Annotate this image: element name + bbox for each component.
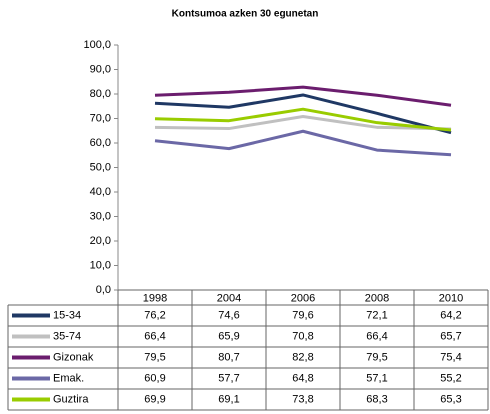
y-tick-label: 100,0 [83,39,111,51]
series-line [154,93,452,135]
y-tick-label: 40,0 [90,186,111,198]
legend-label: 15-34 [53,309,81,321]
y-tick-label: 30,0 [90,210,111,222]
data-label: 65,3 [440,393,461,405]
x-tick-label: 1998 [143,292,167,304]
x-tick-label: 2004 [217,292,241,304]
data-label: 79,6 [292,309,313,321]
y-tick-label: 60,0 [90,137,111,149]
data-label: 80,7 [218,351,239,363]
data-label: 64,8 [292,372,313,384]
chart-title: Kontsumoa azken 30 egunetan [172,9,319,20]
data-label: 69,9 [144,393,165,405]
series-line [154,129,452,157]
y-tick-label: 20,0 [90,235,111,247]
y-tick-label: 0,0 [96,284,111,296]
data-label: 82,8 [292,351,313,363]
x-tick-label: 2008 [365,292,389,304]
data-label: 74,6 [218,309,239,321]
x-tick-label: 2010 [439,292,463,304]
series-line [154,115,452,131]
series-line [154,85,452,107]
data-label: 75,4 [440,351,461,363]
x-tick-label: 2006 [291,292,315,304]
data-label: 57,7 [218,372,239,384]
data-label: 64,2 [440,309,461,321]
data-label: 65,9 [218,330,239,342]
y-tick-label: 80,0 [90,88,111,100]
data-label: 66,4 [144,330,165,342]
data-label: 79,5 [366,351,387,363]
data-label: 66,4 [366,330,387,342]
y-tick-label: 70,0 [90,112,111,124]
data-label: 60,9 [144,372,165,384]
data-label: 79,5 [144,351,165,363]
data-label: 68,3 [366,393,387,405]
legend-label: Gizonak [53,351,94,363]
legend-label: Emak. [53,372,84,384]
data-label: 70,8 [292,330,313,342]
data-label: 76,2 [144,309,165,321]
data-label: 55,2 [440,372,461,384]
data-label: 57,1 [366,372,387,384]
data-label: 72,1 [366,309,387,321]
data-label: 65,7 [440,330,461,342]
y-tick-label: 90,0 [90,63,111,75]
y-tick-label: 10,0 [90,259,111,271]
data-label: 73,8 [292,393,313,405]
y-tick-label: 50,0 [90,161,111,173]
series-line [154,107,452,132]
data-label: 69,1 [218,393,239,405]
legend-label: 35-74 [53,330,81,342]
legend-label: Guztira [53,393,89,405]
